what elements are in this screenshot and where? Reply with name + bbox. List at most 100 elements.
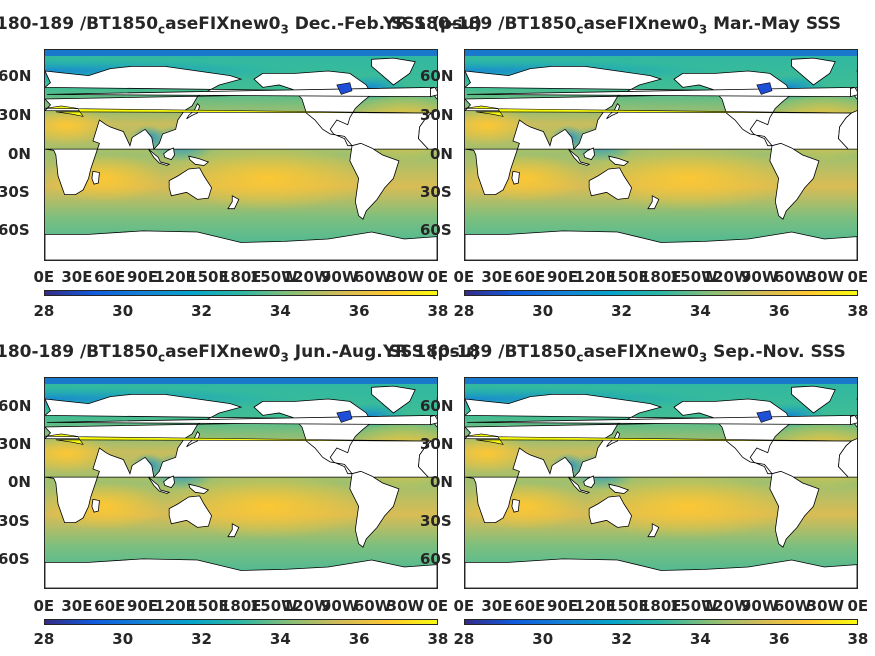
lon-tick-label: 0E (427, 268, 449, 286)
lon-tick-label: 150W (669, 597, 718, 615)
colorbar-tick-label: 36 (768, 630, 790, 648)
land-uk-wrap (430, 86, 437, 98)
lat-label: 60S (420, 550, 452, 568)
land-new-zealand (647, 195, 660, 210)
lon-tick-label: 30W (386, 268, 425, 286)
lon-tick-label: 120W (282, 597, 331, 615)
colorbar-tick-label: 38 (427, 302, 449, 320)
land-uk-wrap (850, 414, 857, 426)
lon-tick-label: 0E (33, 268, 55, 286)
panel-4-title: YR 180-189 /BT1850caseFIXnew03 Sep.-Nov.… (383, 342, 846, 365)
lat-label: 30S (420, 183, 452, 201)
panel-2-map (464, 49, 858, 261)
lon-tick-label: 90W (741, 268, 779, 286)
lon-tick-label: 90E (127, 597, 159, 615)
lon-tick-label: 30W (806, 597, 845, 615)
lon-tick-label: 30E (481, 268, 513, 286)
land-eurasia-africa-wrap (838, 398, 857, 478)
colorbar-tick-label: 30 (532, 302, 554, 320)
lon-tick-label: 0E (427, 597, 449, 615)
lon-tick-label: 150E (187, 597, 229, 615)
lon-tick-label: 60W (773, 268, 812, 286)
colorbar-tick-label: 38 (427, 630, 449, 648)
land-greenland (371, 385, 416, 414)
high-salinity-region (161, 145, 375, 211)
lon-tick-label: 30E (61, 597, 93, 615)
lon-tick-label: 30W (386, 597, 425, 615)
land-south-america (349, 470, 400, 548)
lon-tick-label: 150W (249, 597, 298, 615)
panel-3-map-svg (45, 378, 437, 588)
land-uk-wrap (850, 86, 857, 98)
lon-tick-label: 60W (353, 268, 392, 286)
colorbar-tick-label: 36 (768, 302, 790, 320)
lat-label: 30S (0, 183, 30, 201)
lat-label: 60N (0, 67, 32, 85)
land-madagascar (511, 170, 520, 185)
lon-tick-label: 0E (453, 597, 475, 615)
lon-tick-label: 180E (220, 268, 262, 286)
lon-tick-label: 180E (220, 597, 262, 615)
lon-tick-label: 120E (154, 268, 196, 286)
colorbar-tick-label: 34 (269, 630, 291, 648)
land-borneo (163, 147, 175, 161)
land-australia (168, 495, 212, 528)
arctic-fresh-band (465, 378, 857, 384)
lon-tick-label: 90W (321, 597, 359, 615)
colorbar-tick-label: 32 (611, 630, 632, 648)
lon-tick-label: 150E (607, 268, 649, 286)
lat-label: 30N (0, 435, 32, 453)
land-borneo (583, 147, 595, 161)
lon-tick-label: 90W (321, 268, 359, 286)
high-salinity-region (581, 473, 795, 539)
lon-tick-label: 60E (94, 268, 126, 286)
lat-label: 30N (420, 106, 454, 124)
high-salinity-region (581, 145, 795, 211)
land-sumatra-java (148, 148, 171, 166)
colorbar-tick-label: 30 (532, 630, 554, 648)
mediterranean-sea (45, 105, 432, 117)
land-madagascar (91, 498, 100, 513)
land-uk-wrap (430, 414, 437, 426)
land-eurasia-africa-wrap (838, 70, 857, 150)
high-salinity-region (161, 473, 375, 539)
lon-tick-label: 120W (702, 268, 751, 286)
land-antarctica (45, 558, 437, 588)
lon-tick-label: 60W (353, 597, 392, 615)
panel-2-colorbar (464, 290, 858, 296)
colorbar-tick-label: 32 (191, 302, 212, 320)
land-madagascar (91, 170, 100, 185)
land-new-guinea (608, 483, 630, 494)
land-antarctica (465, 230, 857, 260)
panel-4-colorbar (464, 619, 858, 625)
lon-tick-label: 30E (61, 268, 93, 286)
land-new-guinea (188, 155, 210, 166)
panel-3-colorbar (44, 619, 438, 625)
land-australia (168, 167, 212, 200)
colorbar-tick-label: 32 (191, 630, 212, 648)
hudson-bay (756, 82, 773, 95)
panel-4-map (464, 377, 858, 589)
lon-tick-label: 0E (847, 268, 869, 286)
panel-2-title: YR 180-189 /BT1850caseFIXnew03 Mar.-May … (383, 14, 842, 37)
lat-label: 0N (430, 473, 453, 491)
lon-tick-label: 90E (547, 268, 579, 286)
lat-label: 30S (0, 512, 30, 530)
land-antarctica (45, 230, 437, 260)
lon-tick-label: 180E (640, 268, 682, 286)
arctic-fresh-band (45, 378, 437, 384)
land-japan (606, 430, 621, 448)
hudson-bay (336, 410, 353, 423)
land-greenland (791, 57, 836, 86)
lon-tick-label: 120W (282, 268, 331, 286)
panel-4-map-svg (465, 378, 857, 588)
panel-3-map (44, 377, 438, 589)
lon-tick-label: 60E (514, 268, 546, 286)
arctic-fresh-band (45, 50, 437, 56)
land-greenland (791, 385, 836, 414)
land-new-guinea (608, 155, 630, 166)
panel-1-colorbar (44, 290, 438, 296)
lon-tick-label: 30W (806, 268, 845, 286)
lat-label: 30N (0, 106, 32, 124)
land-eurasia-africa-wrap (418, 398, 437, 478)
